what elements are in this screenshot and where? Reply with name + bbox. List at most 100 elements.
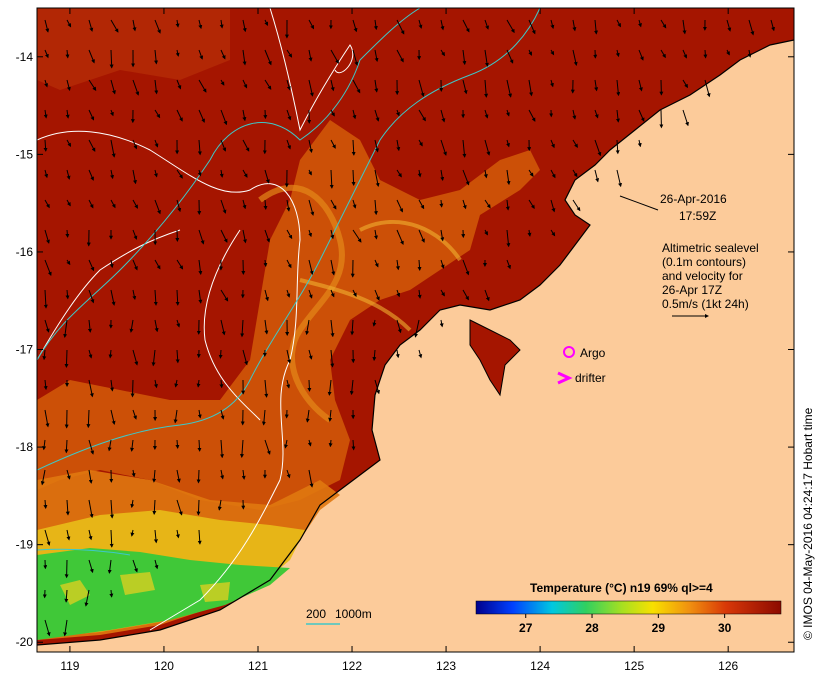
velocity-arrow bbox=[242, 19, 247, 33]
velocity-arrow bbox=[109, 49, 114, 69]
velocity-arrow bbox=[264, 319, 269, 335]
velocity-arrow bbox=[198, 49, 204, 60]
velocity-arrow bbox=[550, 169, 556, 179]
velocity-arrow bbox=[66, 79, 71, 92]
velocity-arrow bbox=[65, 49, 70, 59]
velocity-arrow bbox=[462, 139, 467, 158]
velocity-arrow bbox=[395, 349, 400, 359]
velocity-arrow bbox=[175, 529, 180, 539]
y-tick-label: -16 bbox=[16, 245, 34, 259]
velocity-arrow bbox=[132, 169, 137, 185]
velocity-arrow bbox=[308, 199, 315, 216]
velocity-arrow bbox=[616, 19, 621, 28]
velocity-arrow bbox=[308, 139, 313, 154]
velocity-arrow bbox=[64, 349, 69, 368]
velocity-arrow bbox=[242, 349, 249, 366]
velocity-arrow bbox=[198, 259, 203, 276]
velocity-arrow bbox=[109, 259, 114, 269]
isobath-200m bbox=[37, 8, 421, 361]
velocity-arrow bbox=[242, 169, 248, 178]
ocean-yellow-patches bbox=[60, 572, 230, 605]
velocity-arrow bbox=[88, 49, 95, 64]
velocity-arrow bbox=[528, 49, 532, 56]
velocity-arrow bbox=[418, 79, 425, 97]
velocity-arrow bbox=[704, 79, 711, 98]
velocity-arrow bbox=[417, 289, 422, 299]
velocity-arrow bbox=[132, 409, 137, 420]
velocity-arrow bbox=[305, 409, 310, 423]
velocity-arrow bbox=[109, 529, 114, 548]
velocity-arrow bbox=[462, 169, 470, 186]
velocity-arrow bbox=[286, 379, 291, 389]
velocity-arrow bbox=[110, 19, 119, 33]
velocity-arrow bbox=[43, 289, 48, 309]
altimetry-line-5: 0.5m/s (1kt 24h) bbox=[662, 297, 749, 311]
velocity-arrow bbox=[305, 319, 310, 336]
y-tick-label: -19 bbox=[16, 538, 34, 552]
velocity-arrow bbox=[42, 439, 47, 451]
velocity-arrow bbox=[173, 409, 178, 424]
velocity-arrow bbox=[88, 379, 94, 398]
velocity-arrow bbox=[242, 109, 247, 122]
velocity-arrow bbox=[506, 49, 514, 64]
velocity-arrow bbox=[197, 529, 202, 545]
velocity-arrow bbox=[43, 139, 48, 152]
velocity-arrow bbox=[130, 379, 135, 398]
velocity-arrow bbox=[484, 139, 491, 156]
date-label: 26-Apr-2016 bbox=[660, 192, 727, 206]
velocity-arrow bbox=[330, 199, 337, 210]
velocity-arrow bbox=[154, 79, 159, 95]
velocity-arrow bbox=[108, 349, 113, 359]
velocity-arrow bbox=[107, 559, 112, 574]
velocity-arrow bbox=[44, 79, 49, 88]
isobath-label-1000: 1000m bbox=[335, 607, 372, 621]
velocity-arrow bbox=[175, 19, 180, 28]
velocity-arrow bbox=[637, 139, 642, 148]
velocity-arrow bbox=[44, 169, 49, 179]
velocity-arrow bbox=[308, 79, 314, 97]
velocity-arrow bbox=[107, 439, 112, 452]
velocity-arrow bbox=[396, 49, 404, 63]
colorbar-title: Temperature (°C) n19 69% ql>=4 bbox=[530, 581, 713, 595]
velocity-arrow bbox=[130, 499, 135, 509]
altimetry-line-1: Altimetric sealevel bbox=[662, 241, 759, 255]
velocity-arrow bbox=[506, 79, 512, 98]
velocity-arrow bbox=[264, 229, 271, 243]
velocity-arrow bbox=[220, 469, 225, 480]
x-tick-label: 123 bbox=[436, 659, 456, 673]
plot-frame bbox=[36, 7, 795, 653]
velocity-arrow bbox=[330, 109, 335, 117]
velocity-arrow bbox=[396, 289, 401, 298]
velocity-arrow bbox=[286, 139, 291, 150]
velocity-arrow bbox=[351, 169, 356, 186]
velocity-arrow bbox=[43, 379, 48, 391]
velocity-arrow bbox=[176, 109, 183, 122]
velocity-arrow bbox=[462, 289, 469, 301]
velocity-arrow bbox=[240, 319, 245, 338]
velocity-arrow bbox=[198, 229, 205, 245]
velocity-arrow bbox=[286, 349, 292, 364]
y-tick-label: -14 bbox=[16, 50, 34, 64]
velocity-arrow bbox=[44, 259, 52, 277]
velocity-arrow bbox=[88, 169, 94, 181]
velocity-arrows bbox=[40, 19, 775, 637]
velocity-arrow bbox=[88, 199, 94, 209]
velocity-arrow bbox=[506, 229, 511, 248]
inlet bbox=[469, 319, 521, 397]
velocity-arrow bbox=[594, 79, 599, 92]
velocity-arrow bbox=[440, 49, 445, 57]
velocity-arrow bbox=[308, 49, 313, 62]
velocity-arrow bbox=[66, 469, 71, 480]
velocity-arrow bbox=[109, 589, 114, 598]
x-tick-label: 124 bbox=[530, 659, 550, 673]
velocity-arrow bbox=[747, 49, 752, 58]
velocity-arrow bbox=[87, 319, 92, 333]
velocity-arrow bbox=[660, 19, 667, 29]
x-tick-label: 120 bbox=[154, 659, 174, 673]
velocity-arrow bbox=[439, 199, 444, 208]
velocity-arrow bbox=[550, 49, 555, 56]
velocity-arrow bbox=[88, 349, 93, 359]
velocity-arrow bbox=[153, 379, 158, 389]
velocity-arrow bbox=[220, 109, 228, 126]
